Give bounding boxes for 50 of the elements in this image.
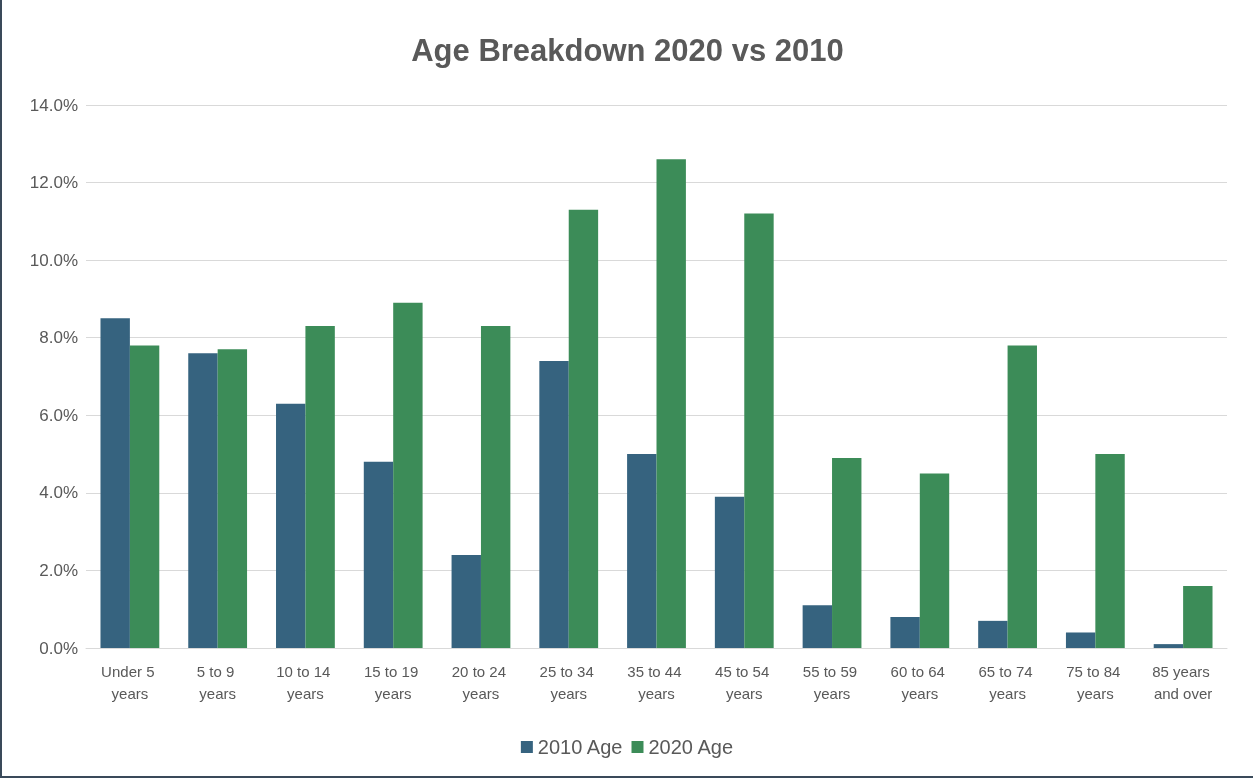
bar bbox=[1065, 632, 1096, 648]
bar bbox=[978, 620, 1008, 648]
bar bbox=[568, 209, 599, 648]
x-tick-label: Under 5 years bbox=[101, 662, 159, 702]
x-tick-label: 65 to 74 years bbox=[978, 662, 1037, 702]
bar bbox=[714, 496, 745, 648]
y-tick-label: 0.0% bbox=[39, 638, 78, 658]
x-tick-label: 5 to 9 years bbox=[196, 662, 239, 702]
x-tick-label: 10 to 14 years bbox=[276, 662, 335, 702]
bar bbox=[1183, 585, 1213, 648]
x-tick-label: 20 to 24 years bbox=[451, 662, 511, 702]
y-tick-label: 10.0% bbox=[29, 250, 78, 270]
x-tick-label: 35 to 44 years bbox=[627, 662, 686, 702]
legend-label: 2010 Age bbox=[537, 736, 623, 758]
bar bbox=[188, 353, 218, 648]
bar bbox=[363, 461, 394, 648]
y-tick-label: 14.0% bbox=[29, 95, 78, 115]
y-tick-label: 2.0% bbox=[39, 560, 78, 580]
legend-label: 2020 Age bbox=[648, 736, 734, 758]
y-tick-label: 12.0% bbox=[29, 173, 78, 193]
bar bbox=[1007, 345, 1037, 648]
x-tick-label: 85 years and over bbox=[1152, 662, 1214, 702]
bar bbox=[451, 554, 481, 648]
bar bbox=[539, 360, 569, 648]
bar bbox=[480, 326, 511, 648]
bar bbox=[1095, 454, 1125, 648]
bar bbox=[100, 318, 130, 648]
y-tick-label: 4.0% bbox=[39, 483, 78, 503]
bar bbox=[890, 616, 920, 648]
x-tick-label: 25 to 34 years bbox=[539, 662, 598, 702]
chart-title: Age Breakdown 2020 vs 2010 bbox=[411, 33, 844, 68]
x-tick-label: 45 to 54 years bbox=[715, 662, 774, 702]
bar bbox=[744, 213, 774, 648]
x-tick-label: 60 to 64 years bbox=[890, 662, 949, 702]
x-tick-label: 55 to 59 years bbox=[802, 662, 862, 702]
y-tick-label: 8.0% bbox=[39, 328, 78, 348]
x-tick-label: 75 to 84 years bbox=[1066, 662, 1125, 702]
bar bbox=[919, 473, 950, 648]
x-tick-label: 15 to 19 years bbox=[364, 662, 423, 702]
bar bbox=[129, 345, 160, 648]
bar bbox=[627, 454, 657, 648]
bar bbox=[1153, 644, 1184, 648]
bar bbox=[217, 349, 248, 648]
bar bbox=[393, 302, 423, 648]
bar bbox=[276, 403, 306, 648]
bar bbox=[832, 457, 862, 648]
y-tick-label: 6.0% bbox=[39, 405, 78, 425]
bar bbox=[656, 159, 686, 648]
bar bbox=[802, 605, 833, 648]
bar bbox=[305, 326, 335, 648]
